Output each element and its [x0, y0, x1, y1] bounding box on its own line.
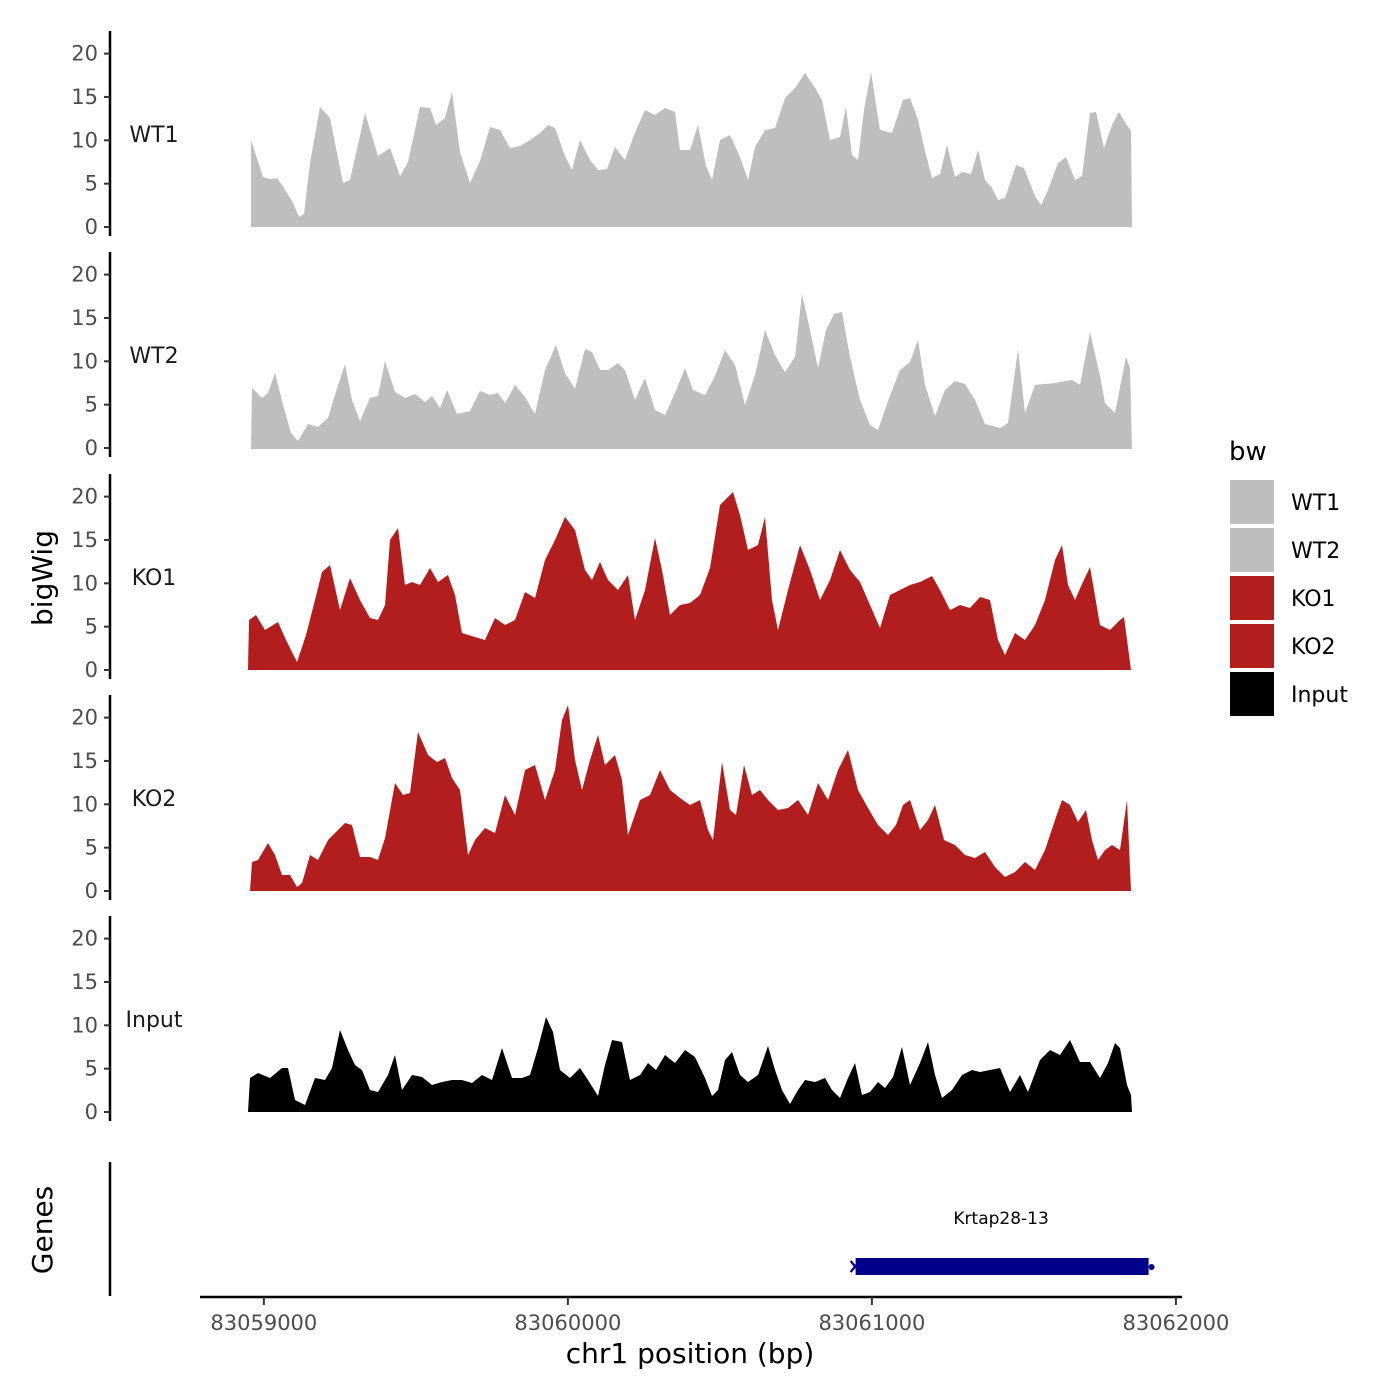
- legend-title: bw: [1229, 437, 1267, 467]
- y-tick-label-wt1-15: 15: [71, 85, 98, 109]
- gene-models: Krtap28-13: [849, 1209, 1155, 1275]
- y-tick-label-ko1-5: 5: [85, 615, 98, 639]
- legend: bw WT1 WT2 KO1 KO2 Input: [1229, 437, 1348, 716]
- coverage-area-ko2: [250, 705, 1131, 891]
- y-tick-label-ko1-10: 10: [71, 571, 98, 595]
- legend-label-ko2: KO2: [1291, 635, 1336, 660]
- y-tick-label-ko2-10: 10: [71, 792, 98, 816]
- y-tick-label-wt1-0: 0: [85, 215, 98, 239]
- gene-end-marker-krtap28-13: [1148, 1264, 1155, 1270]
- y-tick-label-ko2-5: 5: [85, 836, 98, 860]
- genes-axis-title: Genes: [26, 1186, 59, 1274]
- y-tick-label-wt1-5: 5: [85, 172, 98, 196]
- track-label-wt2: WT2: [129, 344, 178, 369]
- y-tick-label-wt2-15: 15: [71, 306, 98, 330]
- y-tick-label-input-5: 5: [85, 1057, 98, 1081]
- legend-label-input: Input: [1291, 683, 1348, 708]
- y-tick-label-wt2-10: 10: [71, 349, 98, 373]
- y-tick-label-wt2-5: 5: [85, 393, 98, 417]
- track-label-ko2: KO2: [132, 787, 177, 812]
- coverage-area-ko1: [248, 492, 1131, 670]
- x-axis-title: chr1 position (bp): [566, 1337, 815, 1370]
- track-ko1: 0 5 10 15 20 KO1: [71, 474, 1131, 682]
- legend-swatch-input: [1230, 672, 1274, 716]
- x-ticks: 83059000 83060000 83061000 83062000: [210, 1297, 1229, 1335]
- x-axis: 83059000 83060000 83061000 83062000 chr1 po…: [200, 1295, 1229, 1370]
- y-tick-label-input-10: 10: [71, 1013, 98, 1037]
- track-label-wt1: WT1: [129, 123, 178, 148]
- gene-strand-marker-krtap28-13: [849, 1260, 861, 1273]
- track-label-input: Input: [126, 1008, 183, 1033]
- legend-label-wt2: WT2: [1291, 539, 1340, 564]
- x-tick-label-83059000: 83059000: [210, 1311, 317, 1335]
- y-tick-label-ko2-0: 0: [85, 879, 98, 903]
- track-wt2: 0 5 10 15 20 WT2: [71, 252, 1132, 460]
- y-tick-label-wt2-20: 20: [71, 263, 98, 287]
- y-tick-label-wt1-10: 10: [71, 128, 98, 152]
- gene-label-krtap28-13: Krtap28-13: [953, 1209, 1048, 1229]
- y-tick-label-input-20: 20: [71, 927, 98, 951]
- legend-label-ko1: KO1: [1291, 587, 1336, 612]
- y-axis-title: bigWig: [26, 530, 59, 626]
- coverage-area-input: [248, 1017, 1132, 1112]
- y-tick-label-ko1-15: 15: [71, 528, 98, 552]
- track-wt1: 0 5 10 15 20 WT1: [71, 31, 1132, 239]
- y-tick-label-ko1-0: 0: [85, 658, 98, 682]
- legend-swatch-ko2: [1230, 624, 1274, 668]
- track-label-ko1: KO1: [132, 566, 177, 591]
- x-tick-label-83061000: 83061000: [818, 1311, 925, 1335]
- y-tick-label-input-0: 0: [85, 1100, 98, 1124]
- coverage-area-wt1: [251, 72, 1132, 227]
- legend-swatch-wt1: [1230, 480, 1274, 524]
- y-tick-label-ko1-20: 20: [71, 485, 98, 509]
- gene-body-krtap28-13: [855, 1258, 1149, 1275]
- x-tick-label-83062000: 83062000: [1122, 1311, 1229, 1335]
- track-input: 0 5 10 15 20 Input: [71, 916, 1132, 1124]
- y-tick-label-wt1-20: 20: [71, 42, 98, 66]
- x-tick-label-83060000: 83060000: [514, 1311, 621, 1335]
- y-tick-label-ko2-15: 15: [71, 749, 98, 773]
- y-tick-label-input-15: 15: [71, 970, 98, 994]
- coverage-area-wt2: [251, 294, 1132, 449]
- track-ko2: 0 5 10 15 20 KO2: [71, 695, 1131, 903]
- y-tick-label-wt2-0: 0: [85, 436, 98, 460]
- legend-swatch-wt2: [1230, 528, 1274, 572]
- y-tick-label-ko2-20: 20: [71, 706, 98, 730]
- coverage-tracks: 0 5 10 15 20 WT1 0 5 10 15 20 WT2 0 5 10 15 20 KO1 0 5 10 15 2…: [71, 31, 1132, 1124]
- genes-panel: Genes Krtap28-13: [26, 1162, 1155, 1296]
- legend-swatch-ko1: [1230, 576, 1274, 620]
- legend-label-wt1: WT1: [1291, 491, 1340, 516]
